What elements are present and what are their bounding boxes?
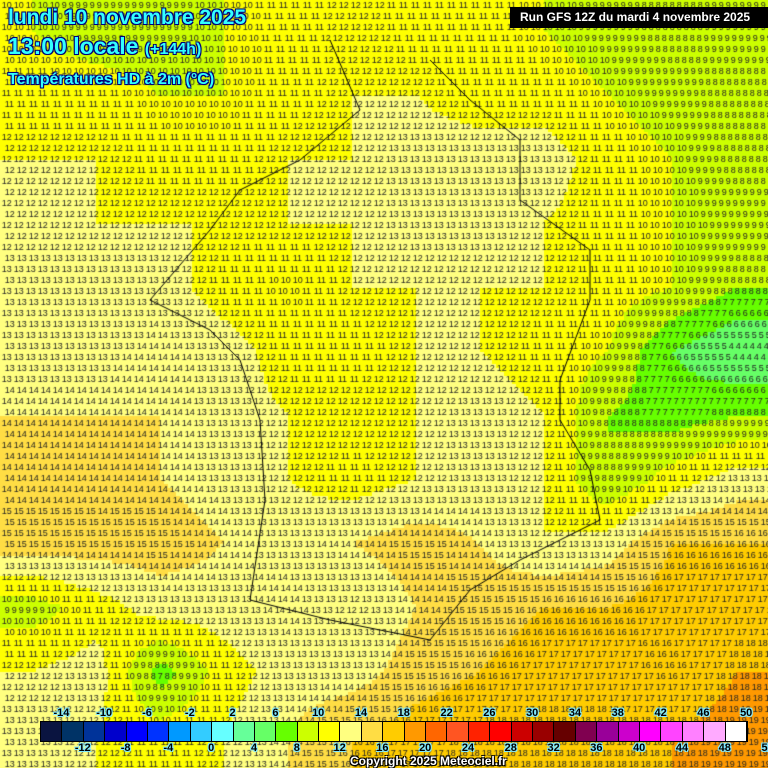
legend-label: 34 (568, 707, 582, 719)
legend-swatch (618, 722, 640, 741)
legend-label: -2 (184, 707, 195, 719)
legend-label: 12 (333, 742, 346, 754)
legend-swatch (383, 722, 405, 741)
legend-swatch (511, 722, 533, 741)
legend-label: 44 (675, 742, 689, 754)
copyright: Copyright 2025 Meteociel.fr (350, 754, 507, 768)
legend-label: -8 (120, 742, 131, 754)
legend-label: 46 (697, 707, 710, 719)
legend-label: 6 (272, 707, 279, 719)
legend-swatch (361, 722, 384, 741)
legend-swatch (83, 722, 106, 741)
legend-swatch (447, 722, 469, 741)
legend-swatch (704, 722, 726, 741)
legend-swatch (147, 722, 170, 741)
legend-swatch (468, 722, 491, 741)
legend-label: -10 (96, 707, 113, 719)
parameter-title: Températures HD à 2m (°C) (8, 71, 215, 88)
color-legend (40, 721, 748, 742)
run-info: Run GFS 12Z du mardi 4 novembre 2025 (510, 7, 768, 28)
legend-label: 36 (590, 742, 603, 754)
legend-swatch (661, 722, 683, 741)
legend-label: 10 (312, 707, 325, 719)
legend-label: 22 (440, 707, 453, 719)
legend-label: 18 (397, 707, 410, 719)
legend-label: -14 (53, 707, 70, 719)
legend-label: 8 (293, 742, 300, 754)
legend-label: -4 (163, 742, 174, 754)
legend-label: 40 (633, 742, 646, 754)
legend-swatch (682, 722, 705, 741)
legend-swatch (297, 722, 320, 741)
legend-swatch (126, 722, 148, 741)
legend-label: 26 (483, 707, 496, 719)
legend-label: 42 (654, 707, 667, 719)
legend-swatch (340, 722, 362, 741)
legend-label: 2 (229, 707, 236, 719)
legend-swatch (190, 722, 213, 741)
forecast-time: 13:00 locale (+144h) (8, 33, 201, 63)
local-time: 13:00 locale (8, 33, 139, 59)
legend-label: 30 (526, 707, 539, 719)
legend-label: 16 (376, 742, 389, 754)
legend-label: 0 (208, 742, 215, 754)
legend-swatch (319, 722, 341, 741)
legend-swatch (62, 722, 84, 741)
legend-swatch (490, 722, 512, 741)
forecast-date: lundi 10 novembre 2025 (8, 6, 247, 29)
legend-swatch (404, 722, 427, 741)
legend-label: 24 (461, 742, 475, 754)
legend-label: 38 (611, 707, 624, 719)
legend-label: 28 (504, 742, 517, 754)
legend-swatch (276, 722, 298, 741)
legend-label: 14 (354, 707, 368, 719)
legend-swatch (41, 722, 63, 741)
legend-label: 52 (761, 742, 768, 754)
legend-swatch (169, 722, 191, 741)
legend-label: 4 (250, 742, 258, 754)
legend-swatch (575, 722, 598, 741)
legend-label: -12 (74, 742, 91, 754)
legend-label: -6 (142, 707, 152, 719)
legend-swatch (554, 722, 576, 741)
lead-time: (+144h) (144, 41, 202, 58)
legend-label: 32 (547, 742, 560, 754)
legend-swatch (254, 722, 277, 741)
legend-swatch (725, 722, 747, 741)
legend-swatch (639, 722, 662, 741)
legend-swatch (426, 722, 448, 741)
legend-label: 50 (740, 707, 753, 719)
legend-swatch (212, 722, 234, 741)
legend-swatch (532, 722, 555, 741)
legend-label: 48 (718, 742, 731, 754)
legend-swatch (597, 722, 619, 741)
legend-swatch (233, 722, 255, 741)
legend-swatch (105, 722, 127, 741)
legend-label: 20 (419, 742, 432, 754)
